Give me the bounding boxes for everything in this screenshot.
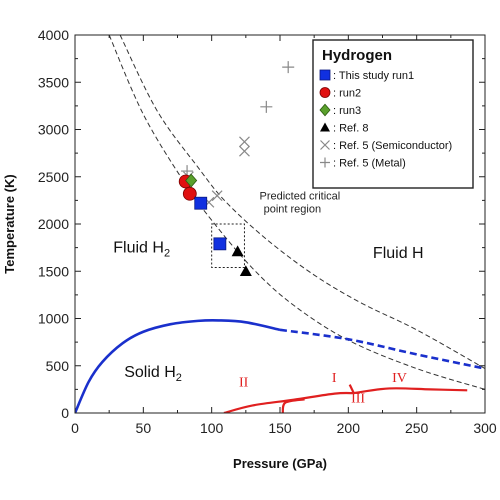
data-points-layer bbox=[178, 61, 295, 277]
x-tick-label: 300 bbox=[473, 420, 497, 436]
legend-label-ref-8: : Ref. 8 bbox=[333, 123, 368, 135]
point-run2-1 bbox=[182, 186, 197, 201]
curve-phase-II-III bbox=[281, 398, 305, 413]
point-ref-5-metal-1 bbox=[260, 100, 273, 113]
point-this-study-run1-0 bbox=[194, 196, 208, 210]
annotation-point-region-4: point region bbox=[264, 204, 322, 216]
curve-melting-extrapolated bbox=[279, 328, 485, 370]
x-axis-label: Pressure (GPa) bbox=[233, 456, 327, 471]
legend-label-ref-5-metal: : Ref. 5 (Metal) bbox=[333, 158, 406, 170]
point-this-study-run1-1 bbox=[213, 237, 227, 251]
curve-dashed-upper bbox=[119, 35, 485, 370]
annotation-ii-6: II bbox=[239, 376, 249, 391]
annotation-solid-h-2: Solid H2 bbox=[124, 364, 182, 384]
y-tick-label: 2500 bbox=[38, 169, 69, 185]
legend-label-run2: : run2 bbox=[333, 88, 361, 100]
point-ref-8-0 bbox=[231, 245, 244, 257]
y-tick-label: 3500 bbox=[38, 74, 69, 90]
y-tick-label: 0 bbox=[61, 405, 69, 421]
y-axis-label: Temperature (K) bbox=[2, 174, 17, 273]
annotation-predicted-critical-3: Predicted critical bbox=[260, 190, 341, 202]
axes-layer: 0 50 100 150 200 250 3000500100015002000250030… bbox=[2, 27, 497, 471]
annotation-iv-8: IV bbox=[392, 371, 407, 386]
annotation-iii-7: III bbox=[351, 392, 365, 407]
curve-melting-solid bbox=[75, 318, 281, 413]
curve-dashed-lower bbox=[108, 35, 485, 390]
point-ref-5-metal-2 bbox=[282, 61, 295, 74]
x-tick-label: 0 bbox=[71, 420, 79, 436]
x-tick-label: 150 bbox=[268, 420, 292, 436]
legend-label-run3: : run3 bbox=[333, 105, 361, 117]
predicted-critical-region-layer bbox=[211, 223, 245, 268]
y-tick-label: 3000 bbox=[38, 122, 69, 138]
predicted-critical-region-box bbox=[211, 223, 245, 268]
y-tick-label: 4000 bbox=[38, 27, 69, 43]
y-tick-label: 2000 bbox=[38, 216, 69, 232]
legend-marker-ref-8 bbox=[320, 122, 330, 132]
point-ref-5-semiconductor-4 bbox=[239, 145, 250, 157]
point-run3-0 bbox=[185, 173, 198, 188]
annotation-subscript: 2 bbox=[164, 247, 170, 259]
annotation-subscript: 2 bbox=[176, 372, 182, 384]
curves-layer bbox=[75, 35, 485, 413]
point-ref-5-semiconductor-2 bbox=[211, 190, 223, 202]
legend-title: Hydrogen bbox=[322, 47, 392, 64]
x-tick-label: 200 bbox=[337, 420, 361, 436]
legend-marker-ref-5-metal bbox=[320, 157, 330, 168]
annotations-layer: Fluid H2 Fluid H Solid H2 Predicted critica… bbox=[113, 190, 423, 406]
y-tick-label: 1000 bbox=[38, 311, 69, 327]
y-tick-label: 500 bbox=[46, 358, 70, 374]
curve-phase-I-III bbox=[348, 384, 355, 394]
legend-marker-this-study-run1 bbox=[319, 69, 331, 81]
annotation-fluid-h-1: Fluid H bbox=[373, 245, 424, 262]
x-tick-label: 250 bbox=[405, 420, 429, 436]
curve-phase-I-II bbox=[223, 391, 354, 413]
curve-phase-I-IV bbox=[353, 387, 468, 395]
annotation-i-5: I bbox=[332, 371, 337, 386]
legend-box bbox=[312, 39, 474, 189]
legend-label-ref-5-semiconductor: : Ref. 5 (Semiconductor) bbox=[333, 140, 452, 152]
point-ref-5-semiconductor-3 bbox=[239, 136, 250, 148]
legend-label-this-study-run1: : This study run1 bbox=[333, 70, 414, 82]
legend-marker-run3 bbox=[319, 103, 331, 117]
point-ref-8-1 bbox=[239, 265, 252, 277]
annotation-fluid-h-0: Fluid H2 bbox=[113, 239, 170, 259]
x-tick-label: 100 bbox=[200, 420, 224, 436]
y-tick-label: 1500 bbox=[38, 263, 69, 279]
legend: Hydrogen : This study run1 : run2 : run3 : R… bbox=[312, 39, 474, 189]
x-tick-label: 50 bbox=[136, 420, 152, 436]
legend-marker-ref-5-semiconductor bbox=[320, 140, 330, 150]
legend-marker-run2 bbox=[319, 87, 331, 98]
